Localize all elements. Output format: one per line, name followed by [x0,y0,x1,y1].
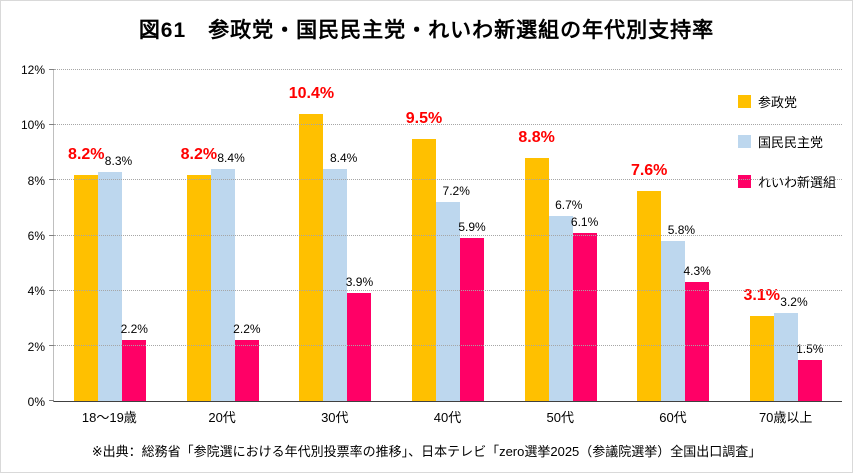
bar-group-3: 9.5% 7.2% 5.9% [392,70,505,401]
bar-reiwa-shinsengumi-2: 3.9% [346,276,373,401]
value-label-reiwa-shinsengumi-5: 4.3% [683,264,711,279]
gridline [54,179,842,181]
value-label-sanseito-6: 3.1% [743,286,780,304]
x-tick-label-0: 18〜19歳 [81,410,137,425]
value-label-reiwa-shinsengumi-4: 6.1% [570,214,599,229]
y-tick-label: 12% [20,63,45,77]
y-tick-label: 2% [27,339,45,354]
y-tick-label: 4% [27,284,45,299]
value-label-sanseito-5: 7.6% [630,162,668,180]
bar-sanseito-4: 8.8% [518,130,555,401]
bar-group-2: 10.4% 8.4% 3.9% [279,70,392,401]
x-tick-label-2: 30代 [321,410,349,425]
gridline [54,124,842,126]
bar-reiwa-shinsengumi-5: 4.3% [683,265,711,401]
y-tick-mark [49,234,54,236]
y-tick-mark [49,124,54,126]
legend-item-sanseito: 参政党 [737,92,836,111]
bar-reiwa-shinsengumi-1: 2.2% [233,323,261,401]
bar-kokumin-minshuto-0: 8.3% [98,155,132,401]
plot-area: 8.2% 8.3% 2.2% 8.2% 8.4% 2.2% 10.4% 8.4% 3.9% 9.5… [49,69,842,402]
y-tick-label: 10% [20,118,45,133]
value-label-kokumin-minshuto-6: 3.2% [780,294,808,309]
gridline [54,289,842,291]
chart-title: 図61 参政党・国民民主党・れいわ新選組の年代別支持率 [138,19,715,42]
bar-sanseito-1: 8.2% [181,146,217,401]
y-tick-label: 6% [27,229,45,243]
bar-group-4: 8.8% 6.7% 6.1% [504,70,617,401]
x-tick-label-3: 40代 [433,410,462,425]
legend-label-reiwa-shinsengumi: れいわ新選組 [757,175,836,190]
value-label-kokumin-minshuto-0: 8.3% [104,154,133,169]
bar-kokumin-minshuto-6: 3.2% [773,296,808,401]
value-label-reiwa-shinsengumi-0: 2.2% [120,322,148,337]
value-label-kokumin-minshuto-5: 5.8% [667,223,696,238]
legend: 参政党国民民主党れいわ新選組 [737,92,836,191]
value-label-sanseito-3: 9.5% [405,109,443,127]
value-label-reiwa-shinsengumi-2: 3.9% [345,275,374,290]
value-label-reiwa-shinsengumi-1: 2.2% [233,322,261,337]
value-label-sanseito-4: 8.8% [518,129,555,147]
legend-swatch-kokumin-minshuto [737,135,751,148]
value-label-sanseito-0: 8.2% [68,145,105,163]
bar-kokumin-minshuto-4: 6.7% [548,199,582,401]
value-label-sanseito-1: 8.2% [180,145,218,163]
bar-reiwa-shinsengumi-0: 2.2% [121,323,148,401]
bar-sanseito-6: 3.1% [744,287,780,401]
gridline [54,69,842,70]
y-tick-mark [49,179,54,181]
bar-sanseito-0: 8.2% [68,146,105,401]
bar-group-0: 8.2% 8.3% 2.2% [54,70,167,401]
source-note: ※出典：総務省「参院選における年代別投票率の推移」、日本テレビ「zero選挙20… [91,444,762,459]
bar-sanseito-3: 9.5% [406,110,442,401]
legend-swatch-sanseito [737,95,751,108]
bar-group-5: 7.6% 5.8% 4.3% [617,70,730,401]
bar-kokumin-minshuto-1: 8.4% [210,152,245,401]
legend-label-kokumin-minshuto: 国民民主党 [757,135,823,150]
legend-item-kokumin-minshuto: 国民民主党 [737,132,836,151]
bar-sanseito-2: 10.4% [289,86,334,401]
y-tick-mark [49,69,54,70]
bar-kokumin-minshuto-5: 5.8% [661,224,695,401]
bar-group-1: 8.2% 8.4% 2.2% [167,70,280,401]
value-label-kokumin-minshuto-3: 7.2% [442,184,470,199]
x-axis: 18〜19歳 20代 30代 40代 50代 60代 70歳以上 [53,407,842,426]
y-axis: 0% 2% 4% 6% 8% 10% 12% [7,64,53,408]
bar-kokumin-minshuto-3: 7.2% [436,185,470,401]
x-tick-label-6: 70歳以上 [758,410,813,425]
x-tick-label-5: 60代 [659,410,687,425]
bar-kokumin-minshuto-2: 8.4% [323,152,357,401]
y-tick-mark [49,344,54,346]
bar-sanseito-5: 7.6% [631,163,667,401]
bar-reiwa-shinsengumi-6: 1.5% [796,343,823,401]
bar-group-6: 3.1% 3.2% 1.5% [729,70,842,401]
value-label-kokumin-minshuto-1: 8.4% [217,151,245,166]
legend-item-reiwa-shinsengumi: れいわ新選組 [737,172,836,191]
legend-swatch-reiwa-shinsengumi [737,175,751,188]
gridline [54,344,842,346]
y-tick-label: 0% [27,395,45,409]
value-label-sanseito-2: 10.4% [288,85,335,103]
value-label-kokumin-minshuto-4: 6.7% [555,198,583,213]
gridline [54,234,842,236]
x-tick-label-1: 20代 [208,410,236,425]
bar-reiwa-shinsengumi-4: 6.1% [571,216,598,401]
y-tick-label: 8% [27,173,45,188]
value-label-kokumin-minshuto-2: 8.4% [329,151,358,166]
value-label-reiwa-shinsengumi-3: 5.9% [458,220,486,235]
x-tick-label-4: 50代 [546,410,574,425]
y-tick-mark [49,400,54,401]
bar-groups: 8.2% 8.3% 2.2% 8.2% 8.4% 2.2% 10.4% 8.4% 3.9% 9.5… [54,70,842,401]
legend-label-sanseito: 参政党 [757,95,797,110]
y-tick-mark [49,289,54,291]
chart-area: 0% 2% 4% 6% 8% 10% 12% 8.2% 8.3% 2.2% 8.2% 8.4% 2.2… [7,64,842,408]
bar-reiwa-shinsengumi-3: 5.9% [458,221,486,401]
